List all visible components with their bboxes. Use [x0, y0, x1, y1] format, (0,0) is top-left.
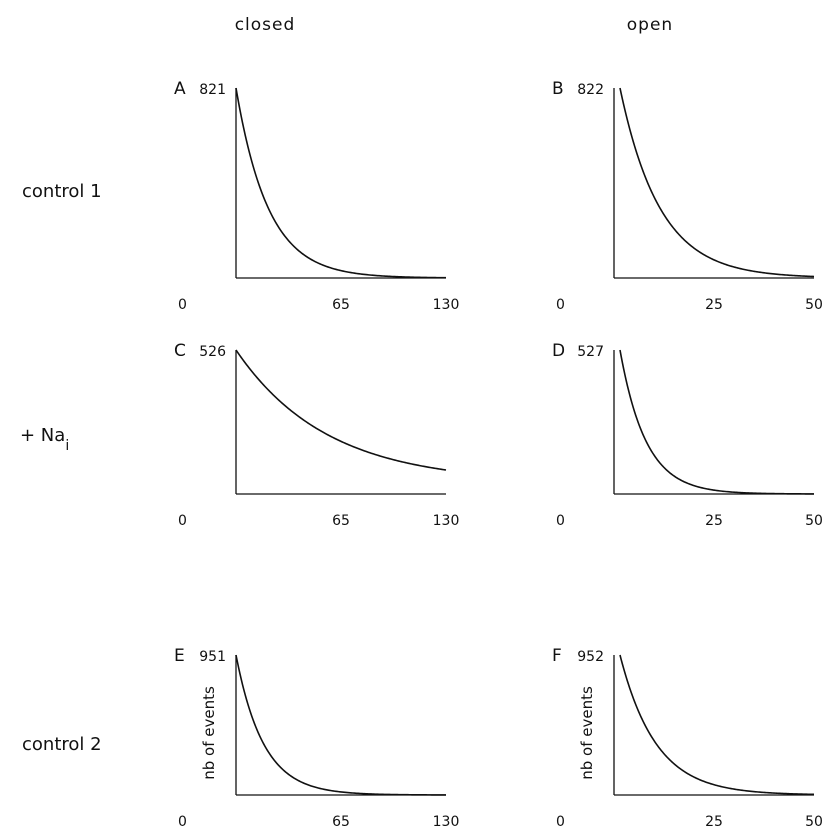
panel-c-ytick-max: 526 — [199, 344, 226, 360]
panel-f-ylabel: nb of events — [578, 686, 596, 780]
panel-a-decay-curve — [235, 87, 447, 279]
panel-b-xtick-25: 25 — [705, 297, 723, 313]
panel-c-xtick-65: 65 — [332, 513, 350, 529]
panel-d-ytick-max: 527 — [577, 344, 604, 360]
panel-a-letter: A — [174, 79, 186, 99]
panel-c-decay-curve — [235, 349, 447, 471]
row-label-control-1: control 1 — [22, 181, 102, 202]
panel-d-letter: D — [552, 341, 565, 361]
panel-f-xtick-25: 25 — [705, 814, 723, 830]
panel-b: B 822 0 25 50 — [552, 79, 823, 313]
panel-e-xtick-65: 65 — [332, 814, 350, 830]
row-label-na-subscript: i — [65, 438, 69, 454]
panel-b-letter: B — [552, 79, 564, 99]
panel-c-xtick-0: 0 — [178, 513, 187, 529]
row-label-control-2: control 2 — [22, 734, 102, 755]
panel-c-letter: C — [174, 341, 186, 361]
panel-e-xtick-0: 0 — [178, 814, 187, 830]
panel-a: A 821 0 65 130 — [174, 79, 459, 313]
panel-c: C 526 0 65 130 — [174, 341, 459, 529]
column-title-open: open — [627, 15, 673, 35]
panel-d-decay-curve — [619, 349, 815, 495]
panel-d-xtick-25: 25 — [705, 513, 723, 529]
panel-b-xtick-0: 0 — [556, 297, 565, 313]
row-label-na: + Nai — [20, 425, 69, 454]
panel-f-letter: F — [552, 646, 562, 666]
panel-a-xtick-0: 0 — [178, 297, 187, 313]
panel-f-xtick-50: 50 — [805, 814, 823, 830]
panel-e-letter: E — [174, 646, 185, 666]
panel-e-ylabel: nb of events — [200, 686, 218, 780]
panel-e-decay-curve — [235, 654, 446, 796]
panel-a-xtick-130: 130 — [433, 297, 460, 313]
panel-a-ytick-max: 821 — [199, 82, 226, 98]
panel-d-xtick-0: 0 — [556, 513, 565, 529]
column-title-closed: closed — [235, 15, 296, 35]
panel-f-decay-curve — [619, 654, 815, 796]
panel-b-ytick-max: 822 — [577, 82, 604, 98]
panel-f-ytick-max: 952 — [577, 649, 604, 665]
panel-a-xtick-65: 65 — [332, 297, 350, 313]
panel-b-xtick-50: 50 — [805, 297, 823, 313]
panel-f-xtick-0: 0 — [556, 814, 565, 830]
panel-d: D 527 0 25 50 — [552, 341, 823, 529]
panel-e-xtick-130: 130 — [433, 814, 460, 830]
row-label-na-main: + Na — [20, 425, 65, 446]
panel-d-xtick-50: 50 — [805, 513, 823, 529]
panel-c-xtick-130: 130 — [433, 513, 460, 529]
panel-b-decay-curve — [619, 87, 815, 278]
panel-e-ytick-max: 951 — [199, 649, 226, 665]
